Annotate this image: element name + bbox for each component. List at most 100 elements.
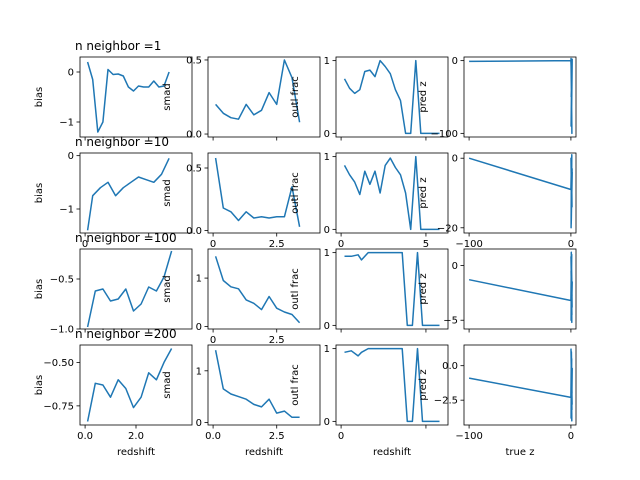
subplot-r3-c1: −0.5 −1.0 bias: [34, 248, 193, 336]
y-tick-label: 0: [324, 417, 330, 428]
x-axis-label: true z: [506, 447, 535, 458]
y-axis-label: outl frac: [290, 76, 301, 118]
series-line: [343, 155, 440, 231]
x-tick-label: 0: [568, 431, 574, 442]
y-tick-label: 0: [68, 151, 74, 162]
subplot-r4-c4: −100 0 0.0 −2.5 pred z true z: [418, 344, 577, 458]
y-axis-label: pred z: [418, 81, 429, 112]
y-tick-label: −20: [437, 223, 458, 234]
series-line: [343, 59, 440, 135]
subplot-r3-c3: 1 0 outl frac: [290, 248, 449, 333]
y-tick-label: 0: [452, 56, 458, 67]
x-axis-label: redshift: [373, 447, 411, 458]
y-axis-label: pred z: [418, 273, 429, 304]
subplot-r3-c4: 0 −5 pred z: [418, 248, 577, 333]
subplot-r1-c3: 1 0 outl frac: [290, 56, 449, 141]
y-tick-label: 1: [324, 344, 330, 355]
y-axis-label: bias: [34, 87, 45, 107]
y-tick-label: 0.5: [186, 164, 202, 175]
subplot-r4-c2: 0.0 2.5 1 0 smad redshift: [162, 344, 321, 458]
subplot-r1-c1: 0 −1 bias: [34, 56, 193, 141]
x-tick-label: 2.0: [128, 431, 144, 442]
y-axis-label: outl frac: [290, 364, 301, 406]
y-tick-label: −1.0: [50, 325, 74, 336]
x-tick-label: 5: [423, 239, 429, 250]
axes-frame: [79, 248, 193, 330]
x-tick-label: 2.5: [269, 335, 285, 346]
y-tick-label: 0: [324, 225, 330, 236]
series-line: [86, 157, 170, 231]
series-line: [86, 348, 173, 422]
y-tick-label: 1: [324, 152, 330, 163]
x-tick-label: 2.5: [269, 431, 285, 442]
axes-frame: [335, 152, 449, 234]
x-tick-label: 0: [568, 239, 574, 250]
series-line: [468, 348, 573, 422]
series-line: [214, 256, 301, 324]
series-line: [86, 61, 170, 133]
y-axis-label: bias: [34, 183, 45, 203]
row-title: n neighbor =200: [75, 327, 177, 341]
x-axis-label: redshift: [245, 447, 283, 458]
x-tick-label: 0.0: [205, 431, 221, 442]
x-tick-label: 0: [338, 431, 344, 442]
series-line: [344, 251, 440, 327]
series-line: [86, 250, 173, 328]
y-axis-label: pred z: [418, 369, 429, 400]
y-tick-label: 0: [196, 322, 202, 333]
axes-frame: [463, 56, 577, 138]
subplot-r1-c2: 0.5 0.0 smad: [162, 55, 321, 141]
x-tick-label: 0: [82, 239, 88, 250]
row-title: n neighbor =1: [75, 39, 161, 53]
y-tick-label: −100: [431, 129, 458, 140]
y-tick-label: −5: [443, 316, 458, 327]
axes-frame: [463, 344, 577, 426]
axes-frame: [335, 344, 449, 426]
series-line: [214, 350, 300, 419]
y-tick-label: 0.0: [186, 226, 202, 237]
row-title: n neighbor =10: [75, 135, 169, 149]
subplot-r2-c2: 0 2.5 0.5 0.0 smad: [162, 152, 321, 250]
y-axis-label: bias: [34, 279, 45, 299]
axes-frame: [335, 56, 449, 138]
y-tick-label: 0: [452, 154, 458, 165]
subplot-r2-c1: 0 0 −1 bias: [34, 151, 193, 250]
y-tick-label: 1: [324, 56, 330, 67]
y-tick-label: −0.5: [50, 275, 74, 286]
y-tick-label: 0.0: [186, 130, 202, 141]
x-tick-label: 2.5: [269, 239, 285, 250]
y-axis-label: smad: [162, 275, 173, 302]
y-tick-label: 0: [68, 68, 74, 79]
axes-frame: [79, 344, 193, 426]
y-axis-label: outl frac: [290, 172, 301, 214]
y-tick-label: −2.5: [434, 396, 458, 407]
series-line: [214, 157, 301, 227]
series-line: [468, 251, 573, 324]
series-line: [469, 57, 573, 135]
x-tick-label: 0.0: [77, 431, 93, 442]
subplot-row-4: 0.0 2.0 −0.50 −0.75 bias redshift 0.0 2.5 1 0 smad…: [34, 327, 577, 458]
subplot-r4-c3: 0 1 0 outl frac redshift: [290, 344, 449, 458]
y-tick-label: 1: [196, 366, 202, 377]
axes-frame: [463, 152, 577, 234]
y-tick-label: −1: [59, 118, 74, 129]
y-tick-label: −1: [59, 205, 74, 216]
y-axis-label: pred z: [418, 177, 429, 208]
axes-frame: [207, 248, 321, 330]
y-tick-label: 0: [324, 321, 330, 332]
x-tick-label: −100: [455, 239, 482, 250]
x-tick-label: 0: [210, 239, 216, 250]
y-axis-label: smad: [162, 179, 173, 206]
y-tick-label: 0.0: [442, 361, 458, 372]
subplot-r3-c2: 0 2.5 1 0 smad: [162, 248, 321, 346]
subplot-r1-c4: 0 −100 pred z: [418, 56, 577, 141]
axes-frame: [207, 344, 321, 426]
y-tick-label: −0.50: [43, 358, 74, 369]
y-axis-label: smad: [162, 83, 173, 110]
x-axis-label: redshift: [117, 447, 155, 458]
y-tick-label: 0: [452, 261, 458, 272]
